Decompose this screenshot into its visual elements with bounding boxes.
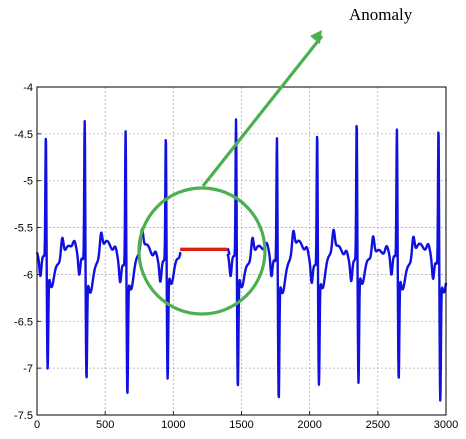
y-tick-label: -5.5 bbox=[14, 223, 33, 235]
x-tick-label: 2500 bbox=[366, 419, 390, 431]
y-tick-label: -6.5 bbox=[14, 316, 33, 328]
plot-frame bbox=[36, 86, 447, 416]
x-tick-label: 2000 bbox=[297, 419, 321, 431]
x-tick-label: 500 bbox=[96, 419, 114, 431]
y-tick-label: -6 bbox=[23, 269, 33, 281]
x-tick-label: 1000 bbox=[161, 419, 185, 431]
annotation-layer: Anomaly bbox=[137, 5, 413, 316]
y-tick-label: -7.5 bbox=[14, 410, 33, 422]
grid-lines bbox=[37, 87, 446, 415]
y-tick-label: -4.5 bbox=[14, 129, 33, 141]
y-tick-label: -7 bbox=[23, 363, 33, 375]
anomaly-label: Anomaly bbox=[349, 5, 413, 24]
x-tick-label: 0 bbox=[34, 419, 40, 431]
x-tick-label: 1500 bbox=[229, 419, 253, 431]
anomaly-circle bbox=[137, 186, 267, 316]
y-tick-label: -4 bbox=[23, 82, 33, 94]
anomaly-arrow-head bbox=[310, 30, 322, 44]
axis-ticks: 0 500 1000 1500 2000 2500 3000 -4 -4.5 -5 -5.5 -6 -6… bbox=[14, 82, 458, 431]
x-tick-label: 3000 bbox=[434, 419, 458, 431]
ecg-signal-line-1 bbox=[35, 119, 182, 394]
ecg-signal-line-2 bbox=[226, 118, 448, 402]
y-tick-label: -5 bbox=[23, 176, 33, 188]
anomaly-arrow-shaft bbox=[201, 35, 324, 187]
